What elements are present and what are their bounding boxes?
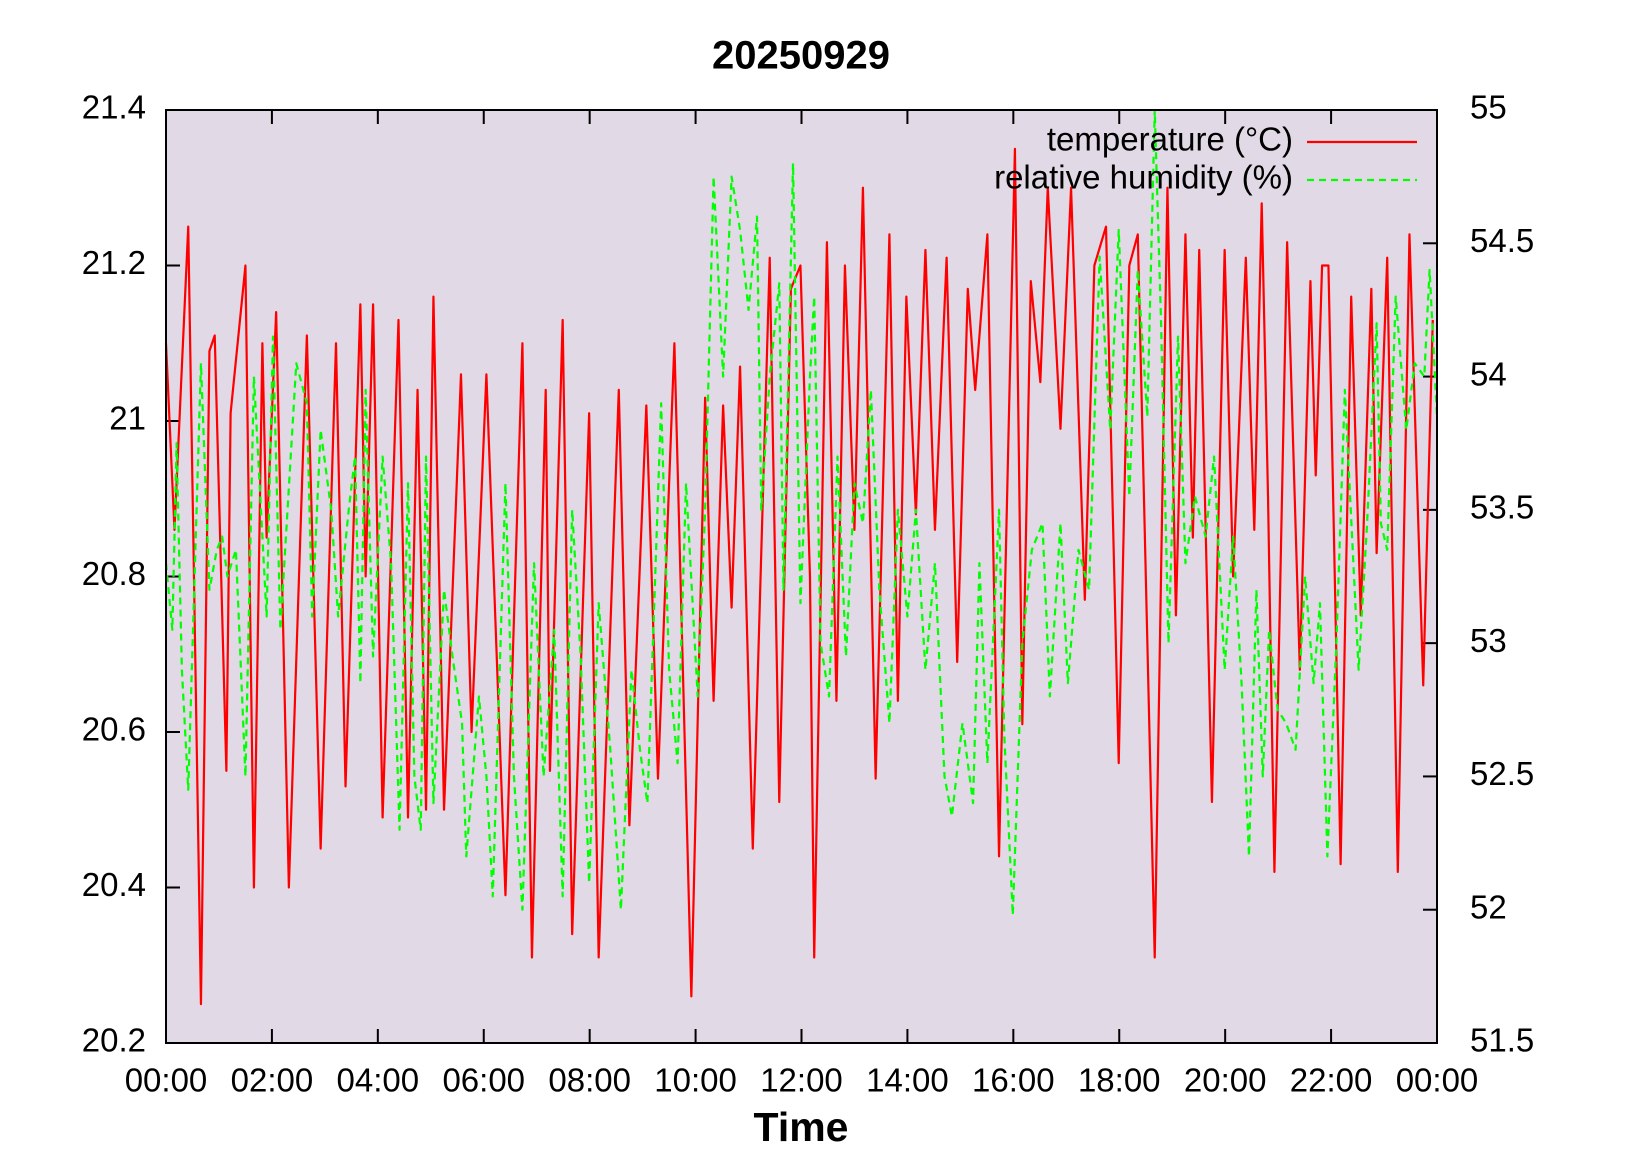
y2-tick-label: 54 xyxy=(1470,355,1507,392)
data-line xyxy=(164,147,1434,1006)
x-tick-label: 18:00 xyxy=(1078,1062,1161,1099)
y2-tick-label: 55 xyxy=(1470,89,1507,126)
x-tick-label: 00:00 xyxy=(1396,1062,1479,1099)
x-tick-label: 12:00 xyxy=(760,1062,843,1099)
x-tick-label: 20:00 xyxy=(1184,1062,1267,1099)
data-line xyxy=(164,108,1439,917)
y-tick-label: 21.4 xyxy=(82,89,146,126)
x-tick-label: 06:00 xyxy=(442,1062,525,1099)
x-tick-label: 22:00 xyxy=(1290,1062,1373,1099)
y-tick-label: 20.8 xyxy=(82,555,146,592)
x-tick-label: 02:00 xyxy=(231,1062,314,1099)
plot-frame xyxy=(165,109,1438,1044)
chart-title: 20250929 xyxy=(712,34,890,78)
y2-tick-label: 53.5 xyxy=(1470,489,1534,526)
y-tick-label: 20.2 xyxy=(82,1022,146,1059)
x-tick-label: 16:00 xyxy=(972,1062,1055,1099)
y-tick-label: 20.6 xyxy=(82,711,146,748)
y2-tick-label: 53 xyxy=(1470,622,1507,659)
y-tick-label: 21.2 xyxy=(82,244,146,281)
y2-tick-label: 54.5 xyxy=(1470,222,1534,259)
x-tick-label: 00:00 xyxy=(125,1062,208,1099)
y2-tick-label: 52 xyxy=(1470,888,1507,925)
x-axis-label: Time xyxy=(754,1104,849,1150)
legend-label: temperature (°C) xyxy=(1047,121,1293,158)
x-tick-label: 04:00 xyxy=(337,1062,420,1099)
x-tick-label: 14:00 xyxy=(866,1062,949,1099)
y2-tick-label: 52.5 xyxy=(1470,755,1534,792)
legend-label: relative humidity (%) xyxy=(994,159,1293,196)
x-tick-label: 08:00 xyxy=(548,1062,631,1099)
y-tick-label: 20.4 xyxy=(82,866,146,903)
y-tick-label: 21 xyxy=(109,400,146,437)
x-tick-label: 10:00 xyxy=(654,1062,737,1099)
y2-tick-label: 51.5 xyxy=(1470,1022,1534,1059)
